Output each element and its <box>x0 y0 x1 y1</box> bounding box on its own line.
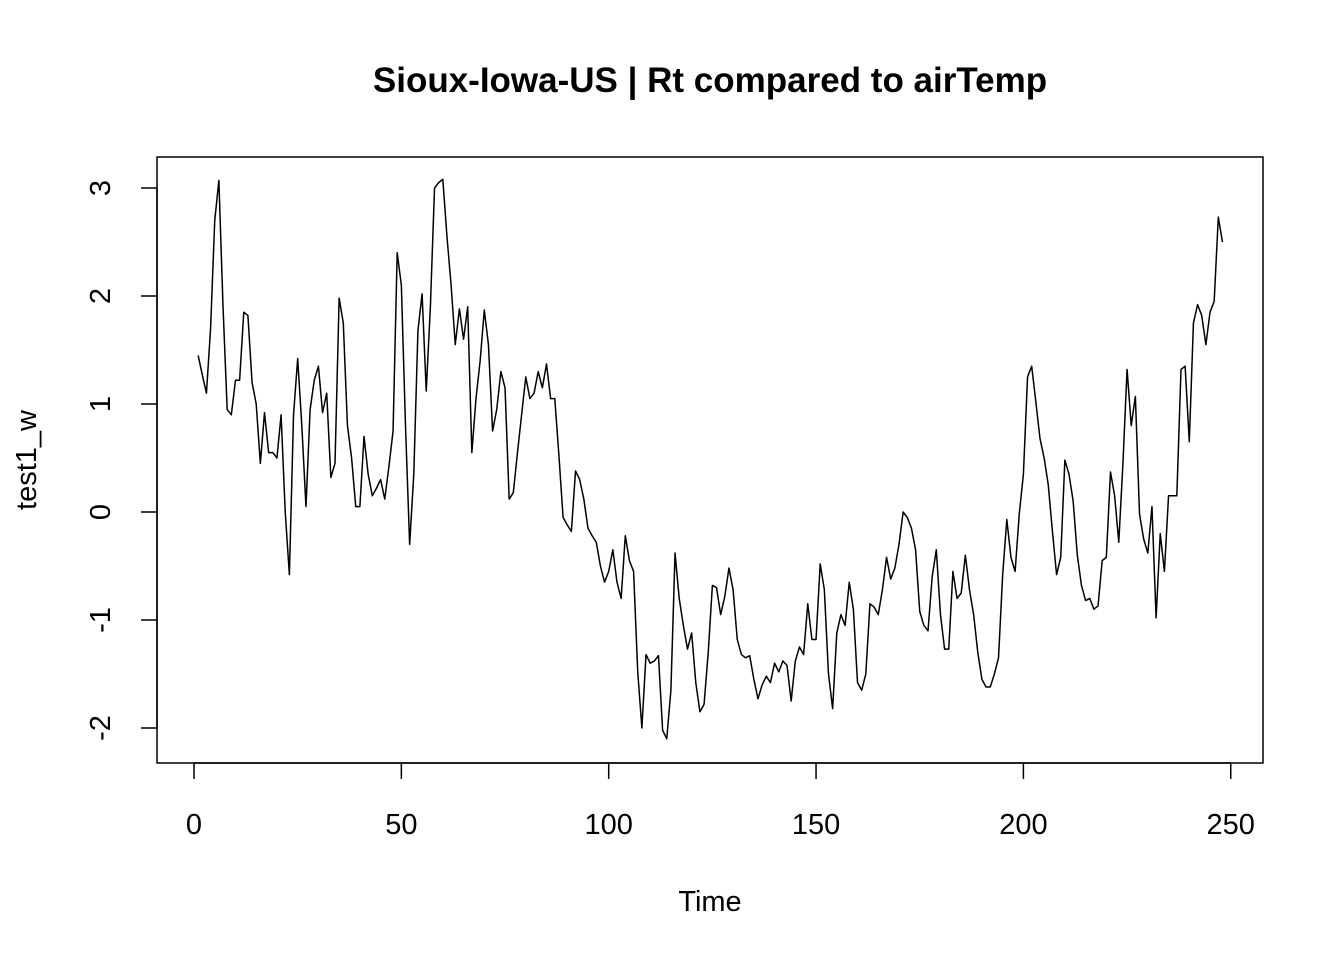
series-line <box>197 178 1224 740</box>
y-tick-label: 1 <box>85 396 117 412</box>
x-tick-label: 50 <box>385 809 417 841</box>
x-axis-label: Time <box>678 886 741 918</box>
x-tick-label: 150 <box>792 809 840 841</box>
x-tick-label: 200 <box>999 809 1047 841</box>
x-axis: 0 50 100 150 200 250 <box>186 762 1255 841</box>
x-tick-label: 250 <box>1207 809 1255 841</box>
y-axis-label: test1_w <box>11 409 43 510</box>
y-axis: -2 -1 0 1 2 3 <box>85 180 158 741</box>
plot-frame <box>156 156 1264 764</box>
y-tick-label: 2 <box>85 288 117 304</box>
x-tick-label: 100 <box>585 809 633 841</box>
y-tick-label: 0 <box>85 504 117 520</box>
y-tick-label: 3 <box>85 180 117 196</box>
y-tick-label: -2 <box>85 715 117 741</box>
y-tick-label: -1 <box>85 607 117 633</box>
chart-title: Sioux-Iowa-US | Rt compared to airTemp <box>373 61 1047 100</box>
x-tick-label: 0 <box>186 809 202 841</box>
